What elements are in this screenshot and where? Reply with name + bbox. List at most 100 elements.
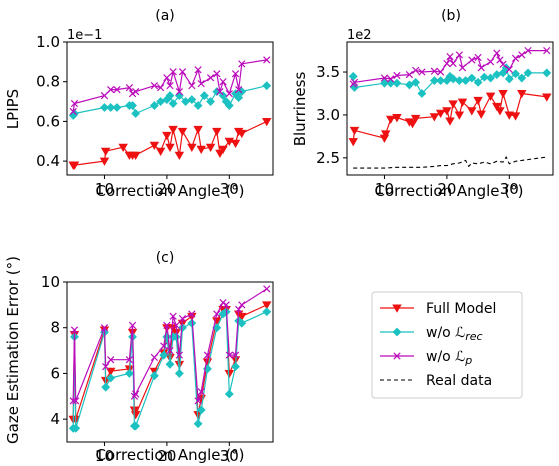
panel-a-series-wop-point [206, 74, 215, 82]
panel-a-frame [66, 41, 274, 176]
panel-a-series-worec-point [100, 103, 109, 112]
panel-a-ytick-label: 0.8 [36, 73, 60, 91]
legend: Full Model w/o ℒrec w/o ℒp Real data [371, 291, 523, 399]
panel-a-series-worec-point [206, 97, 216, 106]
panel-c-series-wop-point [213, 310, 221, 318]
panel-b-plot-area [348, 46, 552, 169]
panel-a-offset-text: 1e−1 [67, 28, 102, 43]
panel-b-series-worec-point [504, 74, 514, 84]
panel-c-ticks: 10 20 30 4 6 8 10 [41, 273, 239, 465]
panel-c-series-worec-point [193, 419, 203, 429]
panel-c-series-wop-point [69, 397, 77, 405]
panel-b-series-wop-point [468, 56, 476, 64]
panel-b-series-wop-point [350, 78, 359, 86]
panel-a-series-full-point [205, 143, 216, 153]
panel-a-series-worec-point [131, 109, 141, 118]
panel-b-series-full-point [410, 114, 421, 124]
panel-c-series-worec-point [165, 359, 175, 369]
panel-b-series-wop-point [455, 51, 463, 59]
legend-real-label: Real data [426, 373, 492, 389]
panel-c-series-wop-point [172, 321, 180, 330]
panel-b-series-worec-point [404, 80, 414, 90]
panel-b-series-full-point [435, 109, 446, 119]
panel-b-series-full-point [407, 120, 418, 129]
panel-b-series-wop-point [446, 52, 454, 61]
panel-b-series-full-point [495, 107, 505, 116]
panel-c-frame [66, 281, 274, 443]
panel-c-series-wop-point [163, 321, 171, 330]
legend-full-label: Full Model [426, 301, 496, 317]
panel-c-series-wop-point [125, 356, 134, 364]
panel-a-series-worec-point [234, 93, 244, 103]
panel-b-series-worec-point [417, 89, 427, 98]
panel-c-ytick-label: 8 [50, 319, 60, 337]
panel-b-series-worec-point [411, 77, 421, 87]
panel-a-series-wop-point [113, 86, 121, 94]
panel-c-series-worec-point [71, 423, 81, 433]
panel-a-series-worec-point [193, 101, 203, 110]
panel-a-ticks: 10 20 30 0.4 0.6 0.8 1.0 [36, 33, 239, 198]
panel-a-series-wop-point [216, 88, 224, 96]
panel-a-series-wop-point [107, 86, 115, 94]
panel-b-series-worec-point [486, 73, 496, 83]
panel-b-series-wop-point [387, 75, 395, 83]
panel-c-series-wop-point [238, 301, 246, 309]
panel-b-series-worec-point [542, 68, 552, 78]
panel-b-series-full-point [473, 96, 483, 106]
panel-b-series-full-point [392, 114, 402, 123]
panel-a-xlabel: Correction Angle (°) [95, 182, 244, 200]
panel-c-series-wop-point [150, 353, 159, 362]
panel-b-ytick-label: 3.5 [316, 63, 340, 81]
panel-c-series-worec-point [124, 369, 134, 378]
panel-c-series-worec-point [101, 382, 111, 392]
panel-c-series-worec-point [262, 307, 272, 317]
panel-b-series-worec-point [517, 73, 527, 83]
panel-c-series-worec-point [174, 369, 184, 378]
panel-c-series-wop-point [178, 314, 187, 323]
panel-b-series-full-point [510, 112, 521, 121]
panel-a-series-full-point [118, 143, 128, 153]
panel-a-series-full-point [218, 145, 228, 154]
panel-c-series-wop-point [169, 312, 177, 320]
panel-a-series-wop-point [125, 84, 134, 92]
panel-c-series-wop-point [231, 351, 240, 359]
panel-a-series-worec-point [165, 91, 175, 101]
panel-c-series-full-point [165, 353, 175, 363]
panel-a-series-full-point [237, 129, 247, 139]
panel-c-series-worec-point [106, 373, 116, 383]
panel-c-series-wop-point [235, 305, 243, 314]
panel-b-series-wop-point [477, 64, 485, 72]
panel-c-series-wop-point [188, 310, 196, 318]
panel-b-series-wop-point [524, 46, 532, 55]
panel-c-series-wop-line [72, 288, 268, 402]
panel-b-series-wop-point [486, 58, 495, 66]
panel-b-xlabel: Correction Angle (°) [374, 182, 523, 200]
panel-a-series-wop-point [197, 80, 205, 88]
panel-c-series-wop-point [102, 362, 110, 371]
panel-b-series-worec-point [461, 76, 471, 86]
panel-b-series-worec-point [392, 78, 402, 88]
panel-c-series-wop-point [203, 351, 212, 359]
panel-b-series-wop-point [412, 66, 420, 74]
panel-a-series-wop-point [175, 88, 183, 96]
panel-b-series-worec-point [429, 76, 439, 86]
panel-a-series-full-point [212, 127, 222, 137]
panel-c-series-wop-point [166, 346, 174, 355]
panel-b-ylabel: Blurriness [291, 72, 309, 147]
panel-c-series-worec-point [178, 323, 187, 333]
panel-c-series-worec-point [159, 350, 169, 360]
panel-c-series-full-point [224, 369, 235, 379]
panel-b-series-wop-point [430, 67, 439, 75]
panel-c-series-wop-point [132, 390, 140, 398]
panel-b-xtick-label: 30 [500, 180, 519, 198]
panel-a-ylabel: LPIPS [4, 89, 22, 129]
panel-a-series-wop-point [163, 74, 171, 82]
panel-a-series-full-point [149, 141, 160, 151]
panel-b-series-wop-point [511, 54, 520, 62]
panel-b-series-wop-point [418, 68, 426, 76]
panel-a-title: (a) [155, 8, 175, 24]
panel-a-series-wop-point [100, 91, 109, 100]
panel-a-series-wop-point [235, 86, 243, 94]
panel-b-series-full-point [485, 92, 496, 101]
